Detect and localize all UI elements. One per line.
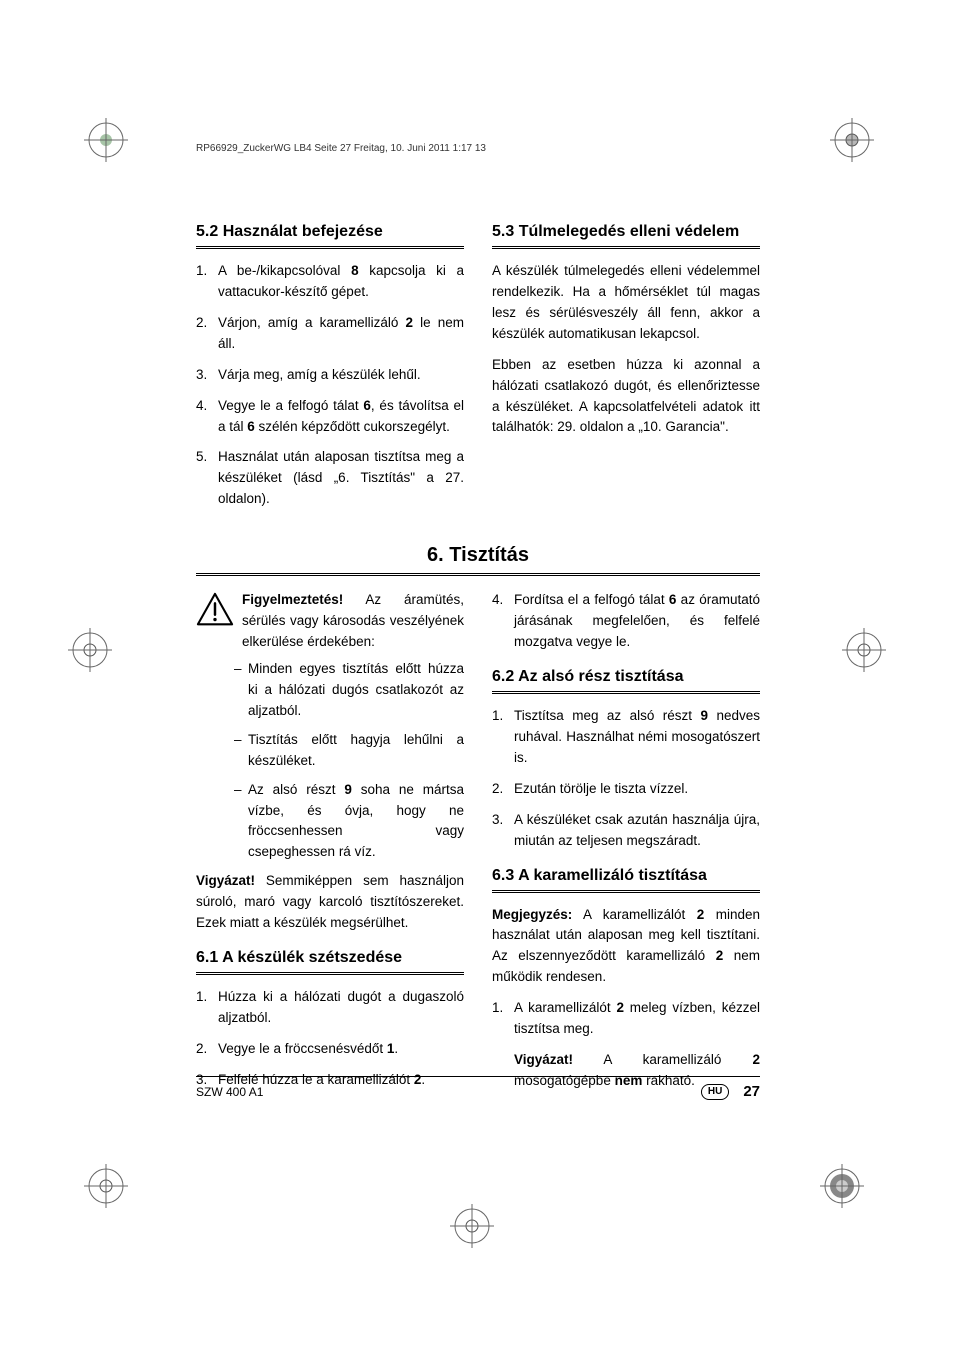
print-mark-icon (842, 628, 886, 672)
section-5-3-title: 5.3 Túlmelegedés elleni védelem (492, 222, 760, 249)
section-6-1-continued: Fordítsa el a felfogó tálat 6 az óramuta… (492, 590, 760, 653)
caution-text: Vigyázat! Semmiképpen sem használjon súr… (196, 871, 464, 934)
page-content: 5.2 Használat befejezése A be-/kikapcsol… (196, 222, 760, 1102)
list-item: A készüléket csak azután használja újra,… (492, 810, 760, 852)
print-mark-icon (68, 628, 112, 672)
print-mark-icon (84, 118, 128, 162)
section-5-3-p2: Ebben az esetben húzza ki azonnal a háló… (492, 355, 760, 439)
country-badge: HU (701, 1084, 729, 1100)
section-6-3-title: 6.3 A karamellizáló tisztítása (492, 866, 760, 893)
warning-triangle-icon (196, 590, 234, 653)
section-5-2-list: A be-/kikapcsolóval 8 kapcsolja ki a vat… (196, 261, 464, 510)
footer-model: SZW 400 A1 (196, 1085, 263, 1099)
section-6-2-title: 6.2 Az alsó rész tisztítása (492, 667, 760, 694)
list-item: Ezután törölje le tiszta vízzel. (492, 779, 760, 800)
list-item: A karamellizálót 2 meleg vízben, kézzel … (492, 998, 760, 1040)
list-item: Tisztítás előtt hagyja lehűlni a készülé… (234, 730, 464, 772)
list-item: Vegye le a felfogó tálat 6, és távolítsa… (196, 396, 464, 438)
page-number: 27 (743, 1083, 760, 1100)
section-5-2-title: 5.2 Használat befejezése (196, 222, 464, 249)
list-item: Tisztítsa meg az alsó részt 9 nedves ruh… (492, 706, 760, 769)
list-item: Minden egyes tisztítás előtt húzza ki a … (234, 659, 464, 722)
section-6-3-note: Megjegyzés: A karamellizálót 2 minden ha… (492, 905, 760, 989)
print-mark-icon (820, 1164, 864, 1208)
warning-bullets: Minden egyes tisztítás előtt húzza ki a … (196, 659, 464, 863)
print-mark-icon (450, 1204, 494, 1248)
page-footer: SZW 400 A1 HU 27 (196, 1076, 760, 1100)
chapter-6-title: 6. Tisztítás (196, 544, 760, 576)
list-item: Vegye le a fröccsenésvédőt 1. (196, 1039, 464, 1060)
list-item: Használat után alaposan tisztítsa meg a … (196, 447, 464, 510)
list-item: Várja meg, amíg a készülék lehűl. (196, 365, 464, 386)
section-6-2-list: Tisztítsa meg az alsó részt 9 nedves ruh… (492, 706, 760, 852)
list-item: Fordítsa el a felfogó tálat 6 az óramuta… (492, 590, 760, 653)
section-5-3-p1: A készülék túlmelegedés elleni védelemme… (492, 261, 760, 345)
print-header-line: RP66929_ZuckerWG LB4 Seite 27 Freitag, 1… (196, 143, 486, 154)
list-item: Az alsó részt 9 soha ne mártsa vízbe, és… (234, 780, 464, 864)
list-item: Várjon, amíg a karamellizáló 2 le nem ál… (196, 313, 464, 355)
list-item: A be-/kikapcsolóval 8 kapcsolja ki a vat… (196, 261, 464, 303)
print-mark-icon (830, 118, 874, 162)
section-6-1-title: 6.1 A készülék szétszedése (196, 948, 464, 975)
section-6-3-list: A karamellizálót 2 meleg vízben, kézzel … (492, 998, 760, 1040)
warning-lead-text: Figyelmeztetés! Az áramütés, sérülés vag… (242, 590, 464, 653)
list-item: Húzza ki a hálózati dugót a dugaszoló al… (196, 987, 464, 1029)
print-mark-icon (84, 1164, 128, 1208)
